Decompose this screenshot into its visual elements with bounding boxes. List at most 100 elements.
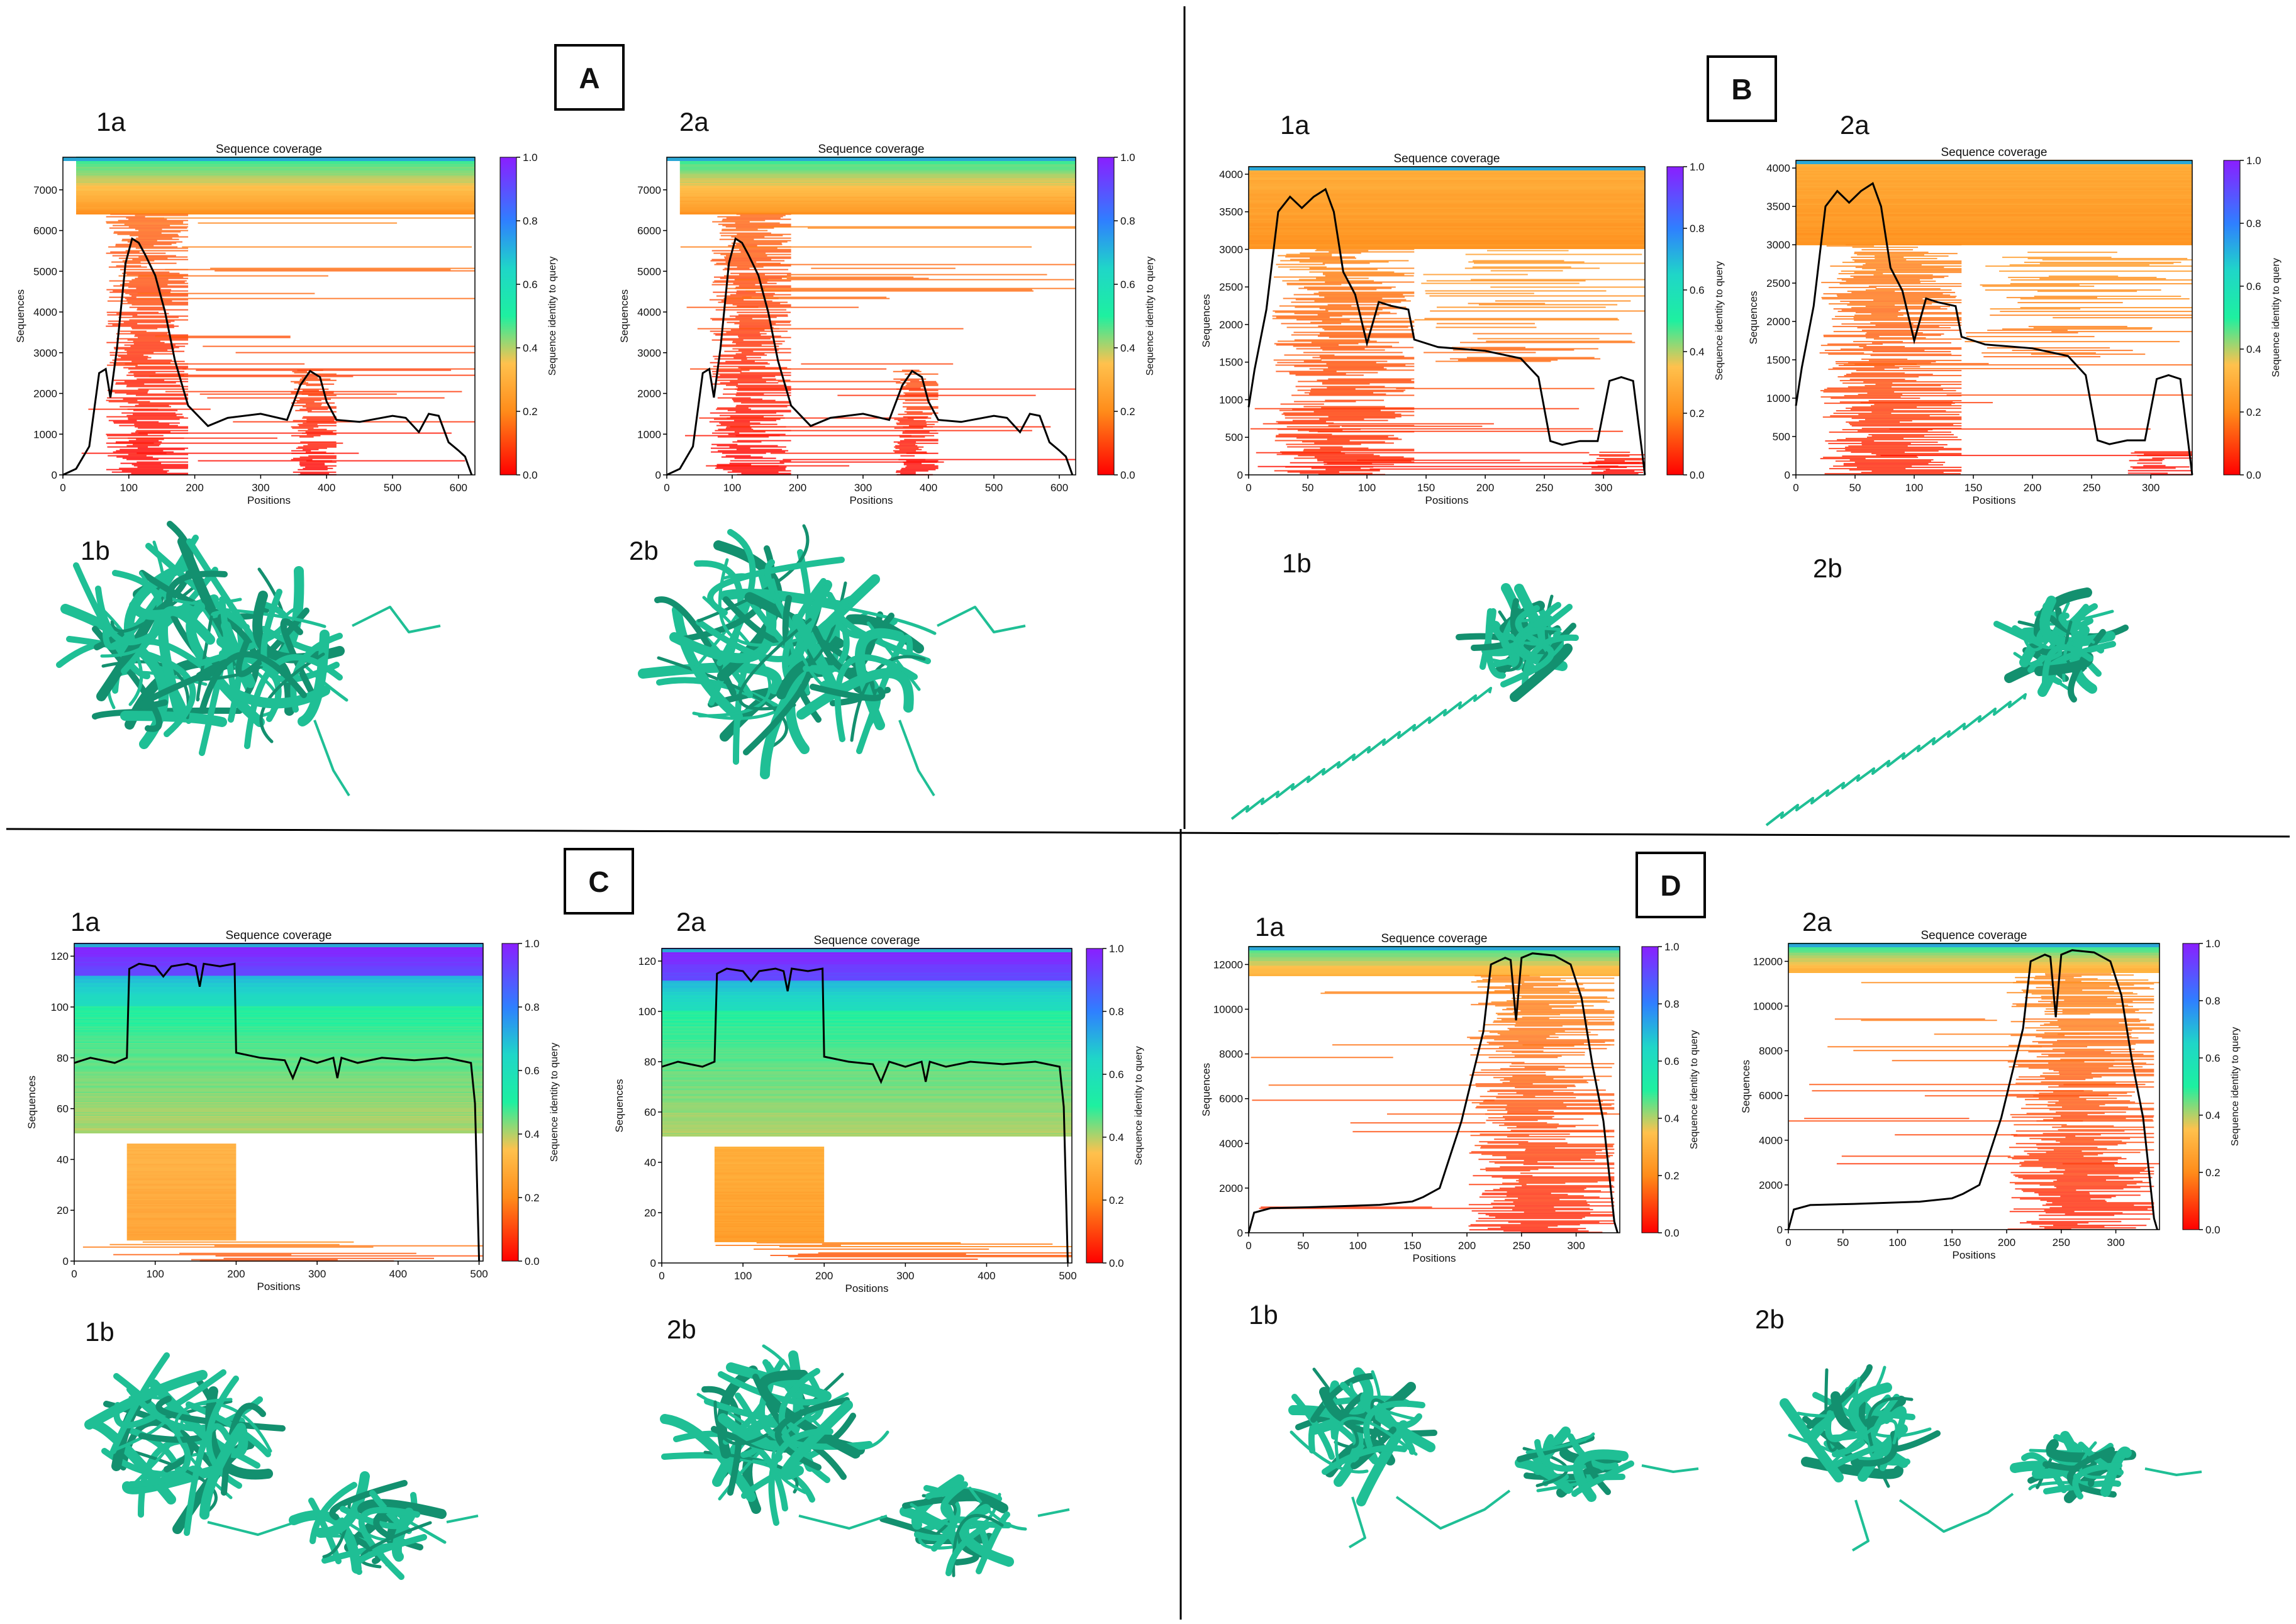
y-tick-label: 2000 [33,388,57,400]
colorbar-tick-label: 1.0 [1109,943,1124,955]
strand [344,1511,399,1552]
x-tick-label: 500 [985,482,1003,494]
colorbar-tick-label: 1.0 [2246,155,2261,167]
coverage-chart-c2: 0 100 200 300 400 500 0 20 40 60 80 100 120 Sequence … [613,934,1144,1294]
strand [660,1414,756,1502]
colorbar-label: Sequence identity to query [1689,1030,1700,1149]
panel-letter: A [579,62,599,94]
x-tick-label: 100 [147,1268,164,1280]
x-tick-label: 50 [1302,482,1314,494]
coil [1641,1464,1699,1473]
coverage-line [1247,952,1619,1233]
y-tick-label: 0 [1237,1227,1243,1239]
query-stripe [1249,947,1620,950]
strand [158,606,215,719]
y-tick-label: 5000 [33,265,57,277]
sub-label: 2a [1840,110,1870,140]
x-tick-label: 0 [1785,1237,1791,1249]
panel-letter: B [1731,73,1752,106]
strand [186,602,265,727]
sub-label: 2b [667,1315,696,1344]
sub-label: 1a [70,907,100,937]
coil [1348,1496,1366,1549]
coverage-chart-b2: 0 50 100 150 200 250 3000500100015002000250030… [1747,146,2282,506]
x-tick-label: 250 [1535,482,1553,494]
colorbar-label: Sequence identity to query [1134,1046,1144,1165]
strand [221,1403,266,1496]
strand [1571,1460,1634,1497]
coil [1395,1489,1511,1530]
colorbar-tick-label: 0.2 [1109,1194,1124,1206]
strand [968,1486,1027,1531]
sub-label: 1a [96,107,126,136]
colorbar: 0.0 0.2 0.4 0.6 0.8 1.0 Sequence identity to q… [501,938,560,1267]
x-tick-label: 0 [60,482,65,494]
strand [244,654,343,749]
colorbar-gradient [501,943,519,1262]
x-tick-label: 300 [1595,482,1612,494]
coverage-chart-c1: 0 100 200 300 400 500 0 20 40 60 80 100 120 Sequence … [26,929,560,1293]
alignment-hits [1796,160,2192,476]
strand [2046,1439,2136,1463]
coverage-line [62,237,473,476]
query-stripe [667,157,1076,161]
coverage-chart-a1: 0 100 200 300 400 500 600010002000300040005000… [14,143,558,506]
y-tick-label: 3500 [1766,201,1790,213]
strand [976,1511,1010,1574]
query-stripe [662,948,1072,952]
query-stripe [74,943,483,947]
x-axis-label: Positions [1413,1252,1456,1264]
strand [98,605,143,706]
y-tick-label: 500 [1773,431,1790,443]
y-tick-label: 40 [57,1154,69,1165]
x-tick-label: 150 [1943,1237,1961,1249]
colorbar-tick-label: 0.4 [525,1128,540,1140]
x-tick-label: 50 [1849,482,1861,494]
sub-label: 2a [1802,907,1832,937]
sub-label: 1b [1249,1300,1278,1330]
x-tick-label: 200 [227,1268,245,1280]
y-tick-label: 120 [638,955,656,967]
x-axis-label: Positions [247,494,291,506]
coverage-line [1247,187,1646,476]
strand [1858,1424,1908,1482]
axes-frame [1795,160,2193,476]
strand [228,686,330,709]
x-tick-label: 0 [71,1268,77,1280]
colorbar-tick-label: 0.4 [1690,346,1705,358]
y-tick-label: 20 [644,1207,656,1219]
coil [313,720,350,797]
colorbar: 0.0 0.2 0.4 0.6 0.8 1.0 Sequence identity to q… [2223,155,2282,481]
colorbar-tick-label: 0.6 [2246,281,2261,292]
x-tick-label: 0 [1246,1240,1251,1252]
y-tick-label: 2000 [1219,1182,1243,1194]
y-tick-label: 1000 [33,428,57,440]
colorbar-tick-label: 0.2 [2246,406,2261,418]
strand [1334,1416,1418,1467]
coil [2144,1467,2202,1476]
strand [352,1534,427,1575]
strand [2042,644,2093,687]
x-tick-label: 400 [318,482,335,494]
colorbar-tick-label: 0.2 [1664,1170,1680,1182]
chart-title: Sequence coverage [225,929,332,942]
x-tick-label: 500 [384,482,401,494]
strand [359,1521,432,1569]
coil [798,1515,888,1530]
colorbar-gradient [499,157,517,476]
x-tick-label: 600 [1050,482,1068,494]
x-tick-label: 200 [2024,482,2041,494]
y-tick-label: 500 [1225,431,1243,443]
strand [780,1400,853,1480]
colorbar-label: Sequence identity to query [1145,257,1156,375]
strand [945,1523,990,1576]
x-axis-label: Positions [257,1281,301,1293]
colorbar-tick-label: 0.2 [2205,1167,2221,1179]
colorbar-tick-label: 0.0 [1120,469,1135,481]
x-tick-label: 400 [978,1270,995,1282]
coil [1765,693,2027,826]
chart-title: Sequence coverage [1381,932,1487,945]
chart-title: Sequence coverage [1941,146,2047,159]
panel-label-d: D [1636,852,1706,918]
chart-title: Sequence coverage [818,143,924,156]
